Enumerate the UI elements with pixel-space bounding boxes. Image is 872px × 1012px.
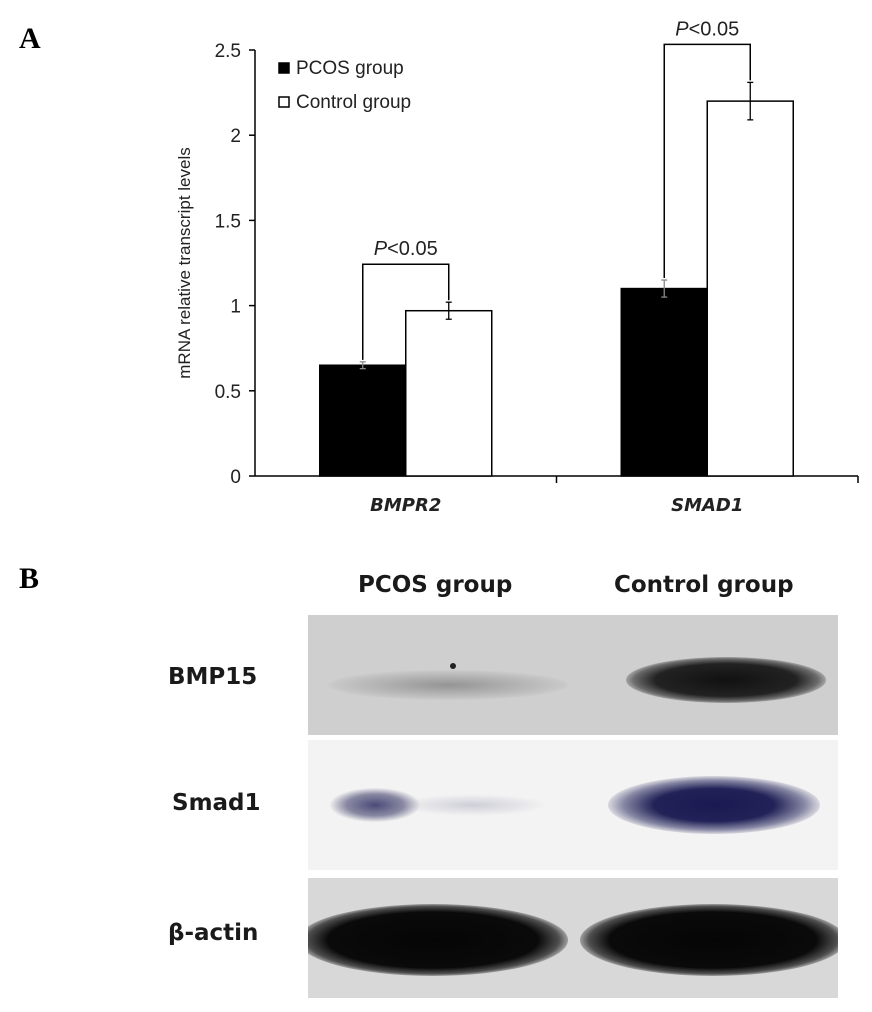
bar xyxy=(319,364,407,477)
lane-header-control: Control group xyxy=(614,572,794,598)
y-tick-label: 2.5 xyxy=(215,41,241,62)
y-tick-label: 1.5 xyxy=(215,211,241,232)
blot-strip-beta-actin xyxy=(308,878,838,998)
band-actin-pcos xyxy=(308,904,568,976)
blot-strip-smad1 xyxy=(308,740,838,870)
y-tick-label: 1 xyxy=(230,297,241,318)
y-axis-title: mRNA relative transcript levels xyxy=(175,147,194,378)
bar xyxy=(620,287,708,477)
bar-chart: 0 0.5 1 1.5 2 2.5 mRNA relative transcript lev… xyxy=(175,18,859,516)
band-bmp15-pcos xyxy=(328,670,568,700)
y-tick-label: 0.5 xyxy=(215,382,241,403)
band-smad1-pcos-tail xyxy=(398,794,548,816)
lane-header-pcos: PCOS group xyxy=(358,572,513,598)
band-smad1-control xyxy=(608,776,820,834)
x-tick-label: BMPR2 xyxy=(370,495,441,516)
band-bmp15-control xyxy=(626,657,826,703)
blot-label-smad1: Smad1 xyxy=(172,790,261,816)
bar xyxy=(706,100,794,477)
blot-strip-bmp15 xyxy=(308,615,838,735)
panel-a-label: A xyxy=(19,22,41,55)
significance-bracket xyxy=(663,43,751,279)
blot-label-beta-actin: β-actin xyxy=(168,920,259,946)
significance-label: P<0.05 xyxy=(374,238,438,260)
legend-label: PCOS group xyxy=(296,58,404,79)
panel-b-label: B xyxy=(19,562,40,595)
blot-speck xyxy=(450,663,456,669)
y-tick-label: 0 xyxy=(230,467,241,488)
blot-label-bmp15: BMP15 xyxy=(168,664,258,690)
x-tick-label: SMAD1 xyxy=(671,495,743,516)
bar xyxy=(405,309,493,477)
legend-label: Control group xyxy=(296,92,411,113)
band-actin-control xyxy=(580,904,838,976)
significance-bracket xyxy=(362,263,450,360)
y-tick-label: 2 xyxy=(230,126,241,147)
legend-swatch xyxy=(278,96,290,108)
significance-label: P<0.05 xyxy=(675,18,739,40)
legend-swatch xyxy=(278,62,290,74)
